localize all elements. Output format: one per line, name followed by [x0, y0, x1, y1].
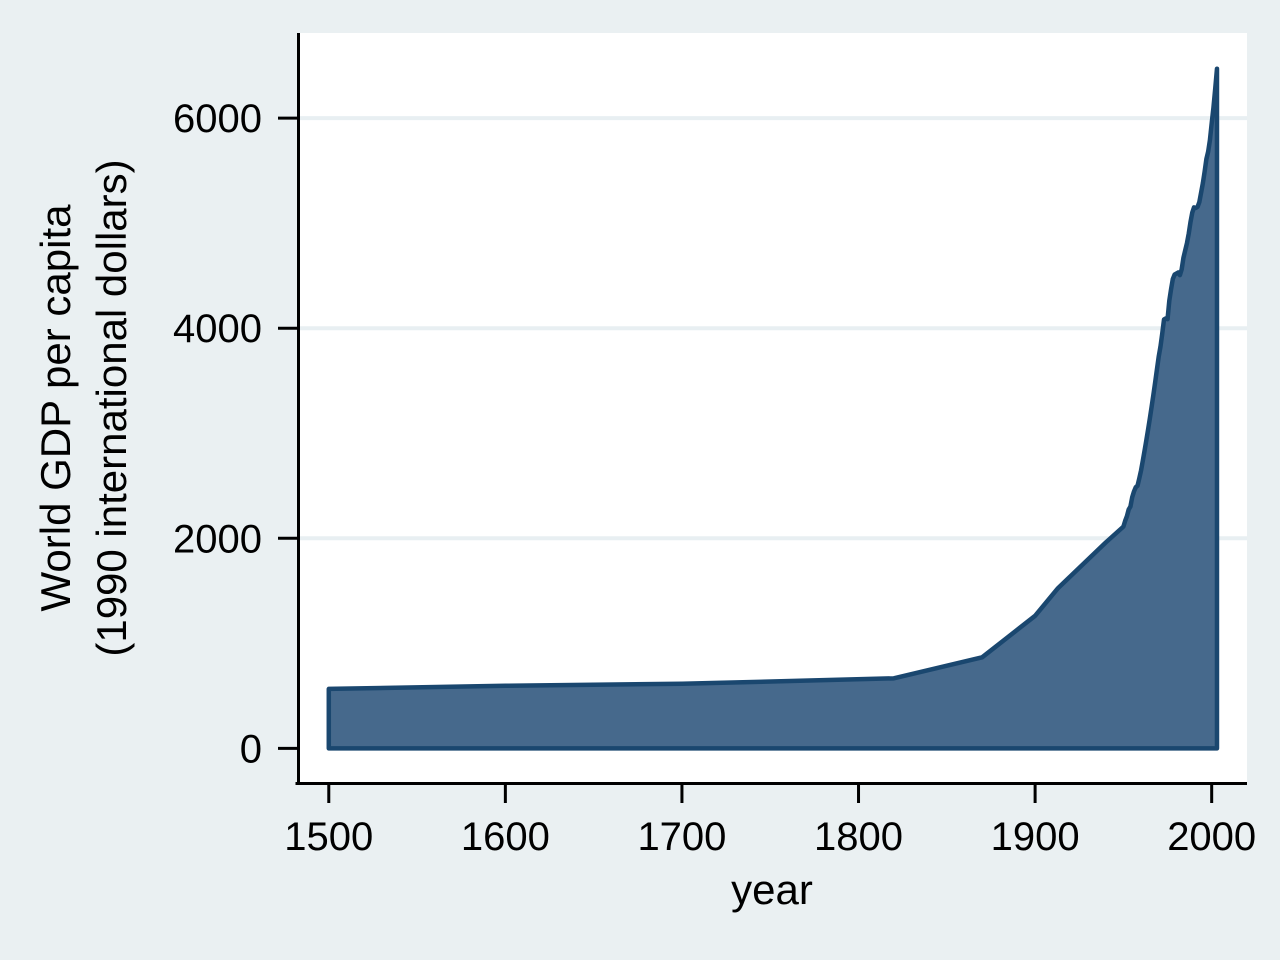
y-axis-title-line2: (1990 international dollars): [88, 159, 135, 657]
y-tick-label: 4000: [173, 307, 262, 351]
x-tick-label: 1900: [991, 815, 1080, 859]
y-axis-title: World GDP per capita (1990 international…: [28, 108, 140, 708]
y-axis-title-line1: World GDP per capita: [32, 204, 79, 612]
y-tick-label: 6000: [173, 97, 262, 141]
axes-group: [295, 33, 1247, 785]
y-tick-label: 2000: [173, 517, 262, 561]
x-tick-label: 1500: [284, 815, 373, 859]
x-tick-label: 1800: [814, 815, 903, 859]
tick-labels-group: 0 2000 4000 6000 1500 1600 1700 1800 1900 2000: [173, 97, 1256, 859]
x-tick-label: 1600: [461, 815, 550, 859]
x-tick-label: 1700: [637, 815, 726, 859]
ticks-group: [278, 116, 1214, 803]
y-tick-label: 0: [240, 727, 262, 771]
gridlines-group: [297, 116, 1247, 541]
gdp-per-capita-area-series: [326, 66, 1220, 751]
x-axis-title: year: [731, 866, 813, 913]
series-group: [326, 66, 1220, 751]
x-tick-label: 2000: [1167, 815, 1256, 859]
